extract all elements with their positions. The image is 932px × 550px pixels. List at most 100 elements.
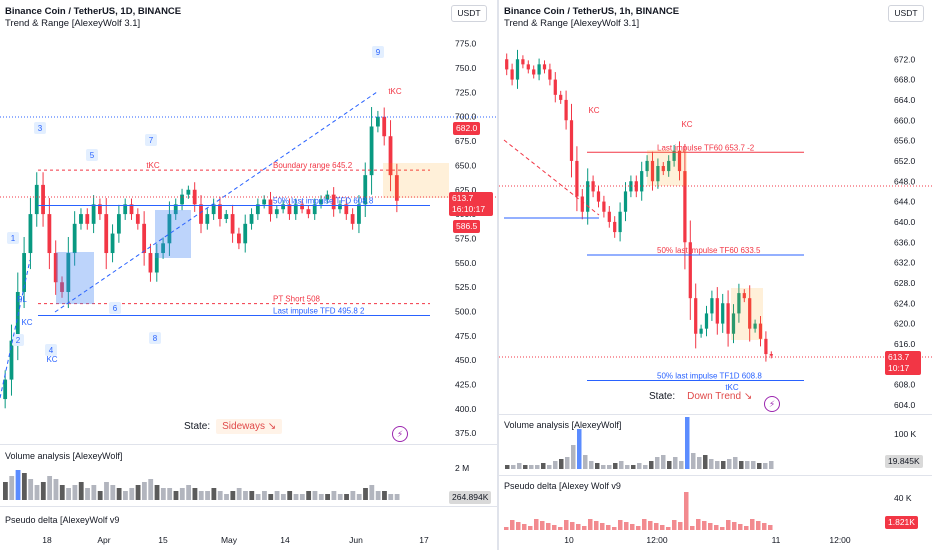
left-price-value: 613.7 — [452, 193, 474, 203]
candle-body — [721, 303, 725, 324]
volume-bar — [369, 485, 375, 500]
y-tick-label: 628.0 — [894, 278, 916, 288]
right-chart-svg[interactable]: 672.0 668.0 664.0 660.0 656.0 652.0 648.0 644.0… — [499, 0, 932, 550]
candle-body — [586, 181, 590, 212]
delta-bar — [714, 525, 719, 530]
left-volume-title[interactable]: Volume analysis [AlexeyWolf] — [5, 451, 123, 461]
wave-label-badge — [149, 332, 161, 344]
candle-body — [129, 204, 134, 215]
delta-bar — [552, 525, 557, 530]
candle-body — [661, 166, 665, 172]
volume-bar — [123, 491, 128, 500]
y-tick-label: 632.0 — [894, 258, 916, 268]
candle-body — [262, 199, 267, 205]
y-tick-label: 616.0 — [894, 339, 916, 349]
candle-body — [79, 214, 83, 224]
y-tick-label: 636.0 — [894, 237, 916, 247]
volume-bar — [631, 465, 636, 469]
volume-bar — [655, 457, 660, 469]
candle-body — [344, 204, 349, 215]
marker-label: KC — [21, 318, 32, 327]
delta-bar — [726, 520, 731, 530]
right-volume-title[interactable]: Volume analysis [AlexeyWolf] — [504, 420, 622, 430]
candle-body — [532, 69, 536, 75]
volume-bar — [28, 479, 34, 500]
volume-bar — [40, 482, 46, 500]
delta-bar — [624, 522, 629, 530]
delta-bar — [696, 519, 701, 530]
left-state-row: State: Sideways ↘ — [184, 419, 283, 434]
left-currency-button[interactable]: USDT — [451, 5, 487, 22]
left-chart-svg[interactable]: 775.0750.0725.0700.0675.0650.0625.0600.0… — [0, 0, 497, 550]
wave-label-badge — [45, 344, 57, 356]
x-tick-label: 15 — [158, 535, 168, 545]
volume-bar — [104, 482, 109, 500]
left-price-timer: 16:10:17 — [452, 204, 486, 214]
candle-body — [255, 204, 260, 215]
candle-body — [607, 211, 611, 222]
volume-bar — [53, 479, 59, 500]
y-tick-label: 650.0 — [455, 160, 477, 170]
left-indicator-name[interactable]: Trend & Range [AlexeyWolf 3.1] — [5, 18, 141, 29]
candle-body — [748, 298, 752, 329]
volume-bar — [739, 461, 744, 469]
volume-bar — [751, 461, 756, 469]
volume-bar — [715, 461, 720, 469]
candle-body — [382, 116, 387, 137]
volume-axis-label: 2 M — [455, 463, 469, 473]
right-chart-panel[interactable]: 672.0 668.0 664.0 660.0 656.0 652.0 648.0 644.0… — [499, 0, 932, 550]
delta-bar — [666, 527, 671, 530]
candle-body — [237, 233, 241, 244]
left-delta-separator — [0, 506, 497, 507]
y-tick-label: 375.0 — [455, 428, 477, 438]
candle-body — [521, 59, 525, 65]
left-delta-title[interactable]: Pseudo delta [AlexeyWolf v9 — [5, 515, 120, 525]
volume-bar — [553, 461, 558, 469]
x-tick-label: 12:00 — [829, 535, 851, 545]
delta-bar — [576, 524, 581, 530]
candle-body — [161, 243, 165, 254]
candle-body — [699, 328, 703, 334]
delta-bar — [594, 521, 599, 530]
volume-bar — [312, 491, 318, 500]
left-state-value: Sideways ↘ — [216, 419, 283, 434]
volume-bar — [97, 491, 103, 500]
left-volume-value: 264.894K — [449, 491, 492, 504]
candle-body — [60, 282, 64, 292]
right-price-value: 613.7 — [888, 352, 910, 362]
candle-body — [66, 253, 71, 292]
left-chart-panel[interactable]: 775.0750.0725.0700.0675.0650.0625.0600.0… — [0, 0, 497, 550]
left-volume-separator — [0, 444, 497, 445]
volume-bar — [91, 485, 97, 500]
level-annotation: 50% last impulse TF1D 608.8 — [657, 372, 762, 381]
delta-bar — [708, 523, 713, 530]
candle-body — [338, 204, 342, 210]
candle-body — [537, 64, 541, 75]
right-delta-title[interactable]: Pseudo delta [Alexey Wolf v9 — [504, 481, 621, 491]
volume-bar — [637, 463, 642, 469]
delta-bar — [636, 526, 641, 530]
candle-body — [268, 199, 273, 215]
y-tick-label: 450.0 — [455, 355, 477, 365]
right-lightning-icon[interactable]: ⚡ — [764, 396, 780, 412]
x-tick-label: 11 — [772, 535, 781, 545]
y-tick-label: 640.0 — [894, 217, 916, 227]
right-indicator-name[interactable]: Trend & Range [AlexeyWolf 3.1] — [504, 18, 640, 29]
candle-body — [281, 204, 286, 210]
right-volume-separator — [499, 414, 932, 415]
right-state-value: Down Trend ↘ — [687, 391, 753, 402]
left-lightning-icon[interactable]: ⚡ — [392, 426, 408, 442]
y-tick-label: 664.0 — [894, 95, 916, 105]
candle-body — [28, 214, 33, 254]
panel-divider[interactable] — [497, 0, 499, 550]
y-tick-label: 656.0 — [894, 136, 916, 146]
delta-bar — [534, 519, 539, 530]
right-chart-title: Binance Coin / TetherUS, 1h, BINANCE — [504, 6, 680, 17]
delta-bar — [528, 526, 533, 530]
delta-bar — [690, 526, 695, 530]
delta-bar — [768, 525, 773, 530]
x-tick-label: 18 — [42, 535, 52, 545]
right-currency-button[interactable]: USDT — [888, 5, 924, 22]
candle-body — [710, 298, 714, 314]
candle-body — [645, 160, 649, 172]
